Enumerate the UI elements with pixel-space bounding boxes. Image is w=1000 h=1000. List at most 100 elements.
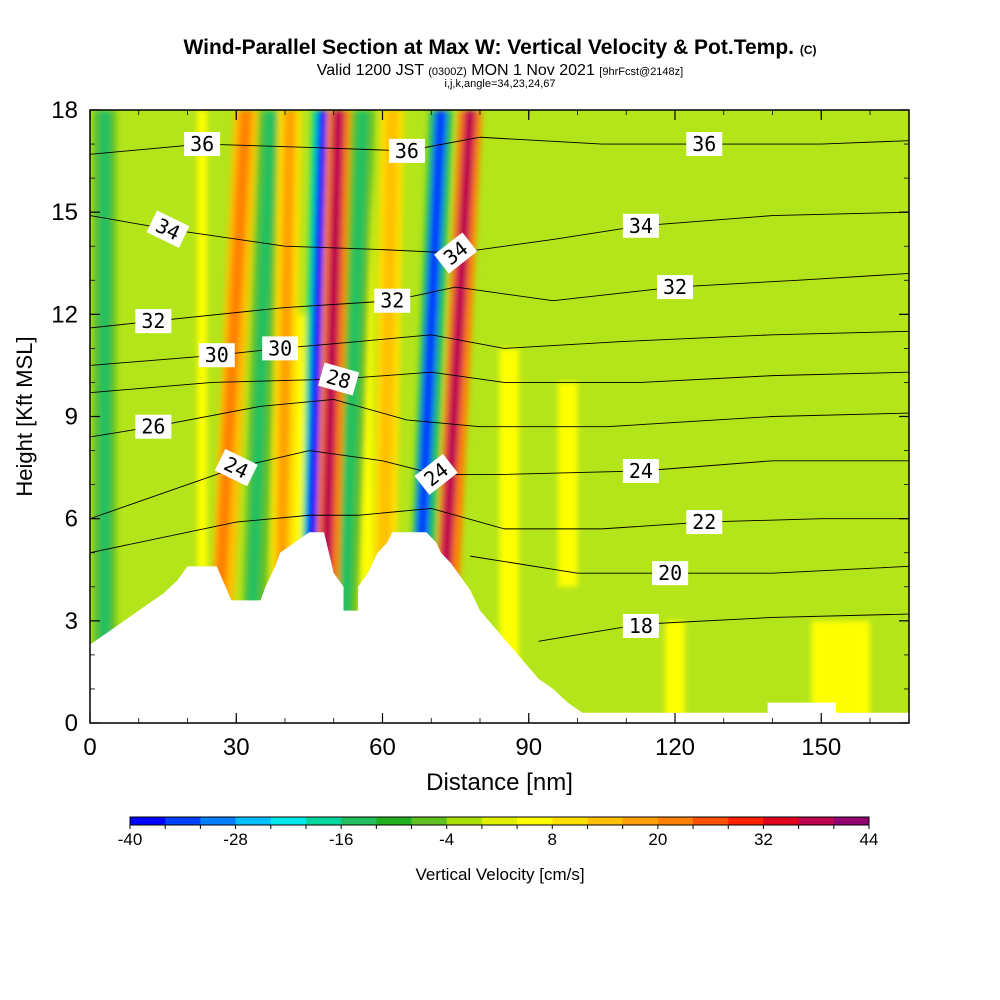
svg-text:20: 20: [658, 561, 682, 585]
contour-label: 22: [686, 510, 723, 535]
colorbar-swatch: [200, 817, 237, 825]
svg-text:36: 36: [692, 132, 716, 156]
x-tick-label: 30: [223, 734, 250, 761]
y-tick-label: 15: [51, 199, 78, 226]
colorbar-swatch: [235, 817, 272, 825]
weak-updraft-patch: [665, 620, 685, 723]
colorbar-swatch: [165, 817, 201, 825]
colorbar-swatch: [130, 817, 166, 825]
colorbar-swatch: [305, 817, 342, 825]
x-tick-label: 60: [369, 734, 396, 761]
downdraft-band-core: [245, 110, 277, 655]
contour-label: 32: [657, 275, 693, 300]
x-tick-label: 120: [655, 734, 695, 761]
y-tick-label: 0: [65, 710, 78, 737]
contour-label: 36: [184, 132, 221, 157]
svg-text:32: 32: [141, 309, 165, 333]
contour-label: 32: [374, 288, 411, 313]
contour-label: 24: [622, 458, 659, 483]
theta-contour-28: [90, 371, 909, 394]
colorbar-swatch: [446, 817, 483, 825]
colorbar-tick-label: 32: [754, 830, 773, 849]
theta-contour-30: [90, 330, 909, 366]
downdraft-band-core: [98, 110, 111, 655]
colorbar-swatch: [728, 817, 764, 825]
colorbar-swatch: [517, 817, 553, 825]
x-axis-label: Distance [nm]: [426, 769, 573, 796]
contour-label: 18: [622, 613, 659, 638]
grid-params: i,j,k,angle=34,23,24,67: [444, 78, 556, 90]
colorbar-swatch: [833, 817, 870, 825]
weak-updraft-patch: [499, 348, 519, 723]
theta-contour-18: [538, 613, 909, 642]
y-axis-label: Height [Kft MSL]: [12, 336, 37, 496]
svg-text:18: 18: [629, 614, 653, 638]
contour-label: 36: [388, 138, 425, 163]
svg-text:36: 36: [190, 132, 214, 156]
downdraft-band-core: [303, 110, 330, 655]
updraft-band-core: [376, 110, 399, 655]
colorbar-swatch: [657, 817, 694, 825]
svg-text:30: 30: [268, 336, 292, 360]
downdraft-band-core: [410, 110, 447, 655]
colorbar-frame: [129, 816, 870, 826]
colorbar-tick-label: -28: [223, 830, 248, 849]
forecast-info: [9hrFcst@2148z]: [599, 66, 684, 78]
colorbar-tick-label: -40: [118, 830, 143, 849]
svg-text:26: 26: [141, 415, 165, 439]
colorbar-swatch: [376, 817, 413, 825]
terrain-mask: [90, 532, 909, 723]
colorbar: -40 -28 -16 -4 8 20 32 44 Vertical Velocity [cm/…: [118, 816, 879, 884]
valid-prefix: Valid 1200 JST: [316, 62, 424, 79]
colorbar-swatch: [798, 817, 835, 825]
y-tick-label: 12: [51, 301, 78, 328]
theta-contour-32: [90, 273, 909, 329]
y-tick-label: 9: [65, 404, 78, 431]
svg-text:32: 32: [380, 289, 404, 313]
weak-updraft-patch: [197, 110, 207, 723]
contour-label: 30: [198, 343, 235, 368]
valid-date: MON 1 Nov 2021: [471, 62, 595, 79]
contour-label: 36: [686, 132, 723, 157]
colorbar-tick-label: 20: [648, 830, 667, 849]
theta-contour-36: [90, 136, 909, 155]
colorbar-swatch: [552, 817, 588, 825]
x-tick-label: 90: [515, 734, 542, 761]
theta-contour-26: [90, 399, 909, 438]
colorbar-swatch: [622, 817, 659, 825]
theta-contour-22: [90, 507, 909, 554]
colorbar-tick-label: 8: [548, 830, 557, 849]
svg-text:22: 22: [692, 510, 716, 534]
contour-label: 34: [622, 213, 659, 238]
svg-text:36: 36: [395, 139, 419, 163]
y-tick-label: 3: [65, 608, 78, 635]
colorbar-label: Vertical Velocity [cm/s]: [415, 865, 584, 884]
y-tick-label: 18: [51, 97, 78, 124]
contour-label: 20: [652, 561, 689, 586]
colorbar-swatch: [341, 817, 377, 825]
colorbar-swatch: [763, 817, 800, 825]
valid-utc: (0300Z): [428, 66, 467, 78]
chart-title: Wind-Parallel Section at Max W: Vertical…: [0, 36, 1000, 60]
plot-area: [90, 110, 909, 723]
colorbar-tick-label: 44: [860, 830, 879, 849]
valid-time-line: Valid 1200 JST (0300Z) MON 1 Nov 2021 [9…: [0, 62, 1000, 80]
contour-label: 32: [135, 309, 172, 334]
colorbar-tick-label: -16: [329, 830, 354, 849]
colorbar-swatch: [481, 817, 518, 825]
copyright-mark: (C): [799, 43, 817, 57]
colorbar-swatch: [693, 817, 729, 825]
y-tick-label: 6: [65, 506, 78, 533]
colorbar-tick-label: -4: [439, 830, 454, 849]
svg-text:24: 24: [629, 459, 653, 483]
svg-text:34: 34: [629, 214, 653, 238]
title-text: Wind-Parallel Section at Max W: Vertical…: [183, 36, 794, 59]
svg-text:30: 30: [205, 343, 229, 367]
contour-label: 26: [135, 414, 172, 439]
colorbar-swatch: [270, 817, 307, 825]
weak-updraft-patch: [558, 382, 578, 587]
x-tick-label: 0: [83, 734, 96, 761]
updraft-band-core: [210, 110, 252, 655]
